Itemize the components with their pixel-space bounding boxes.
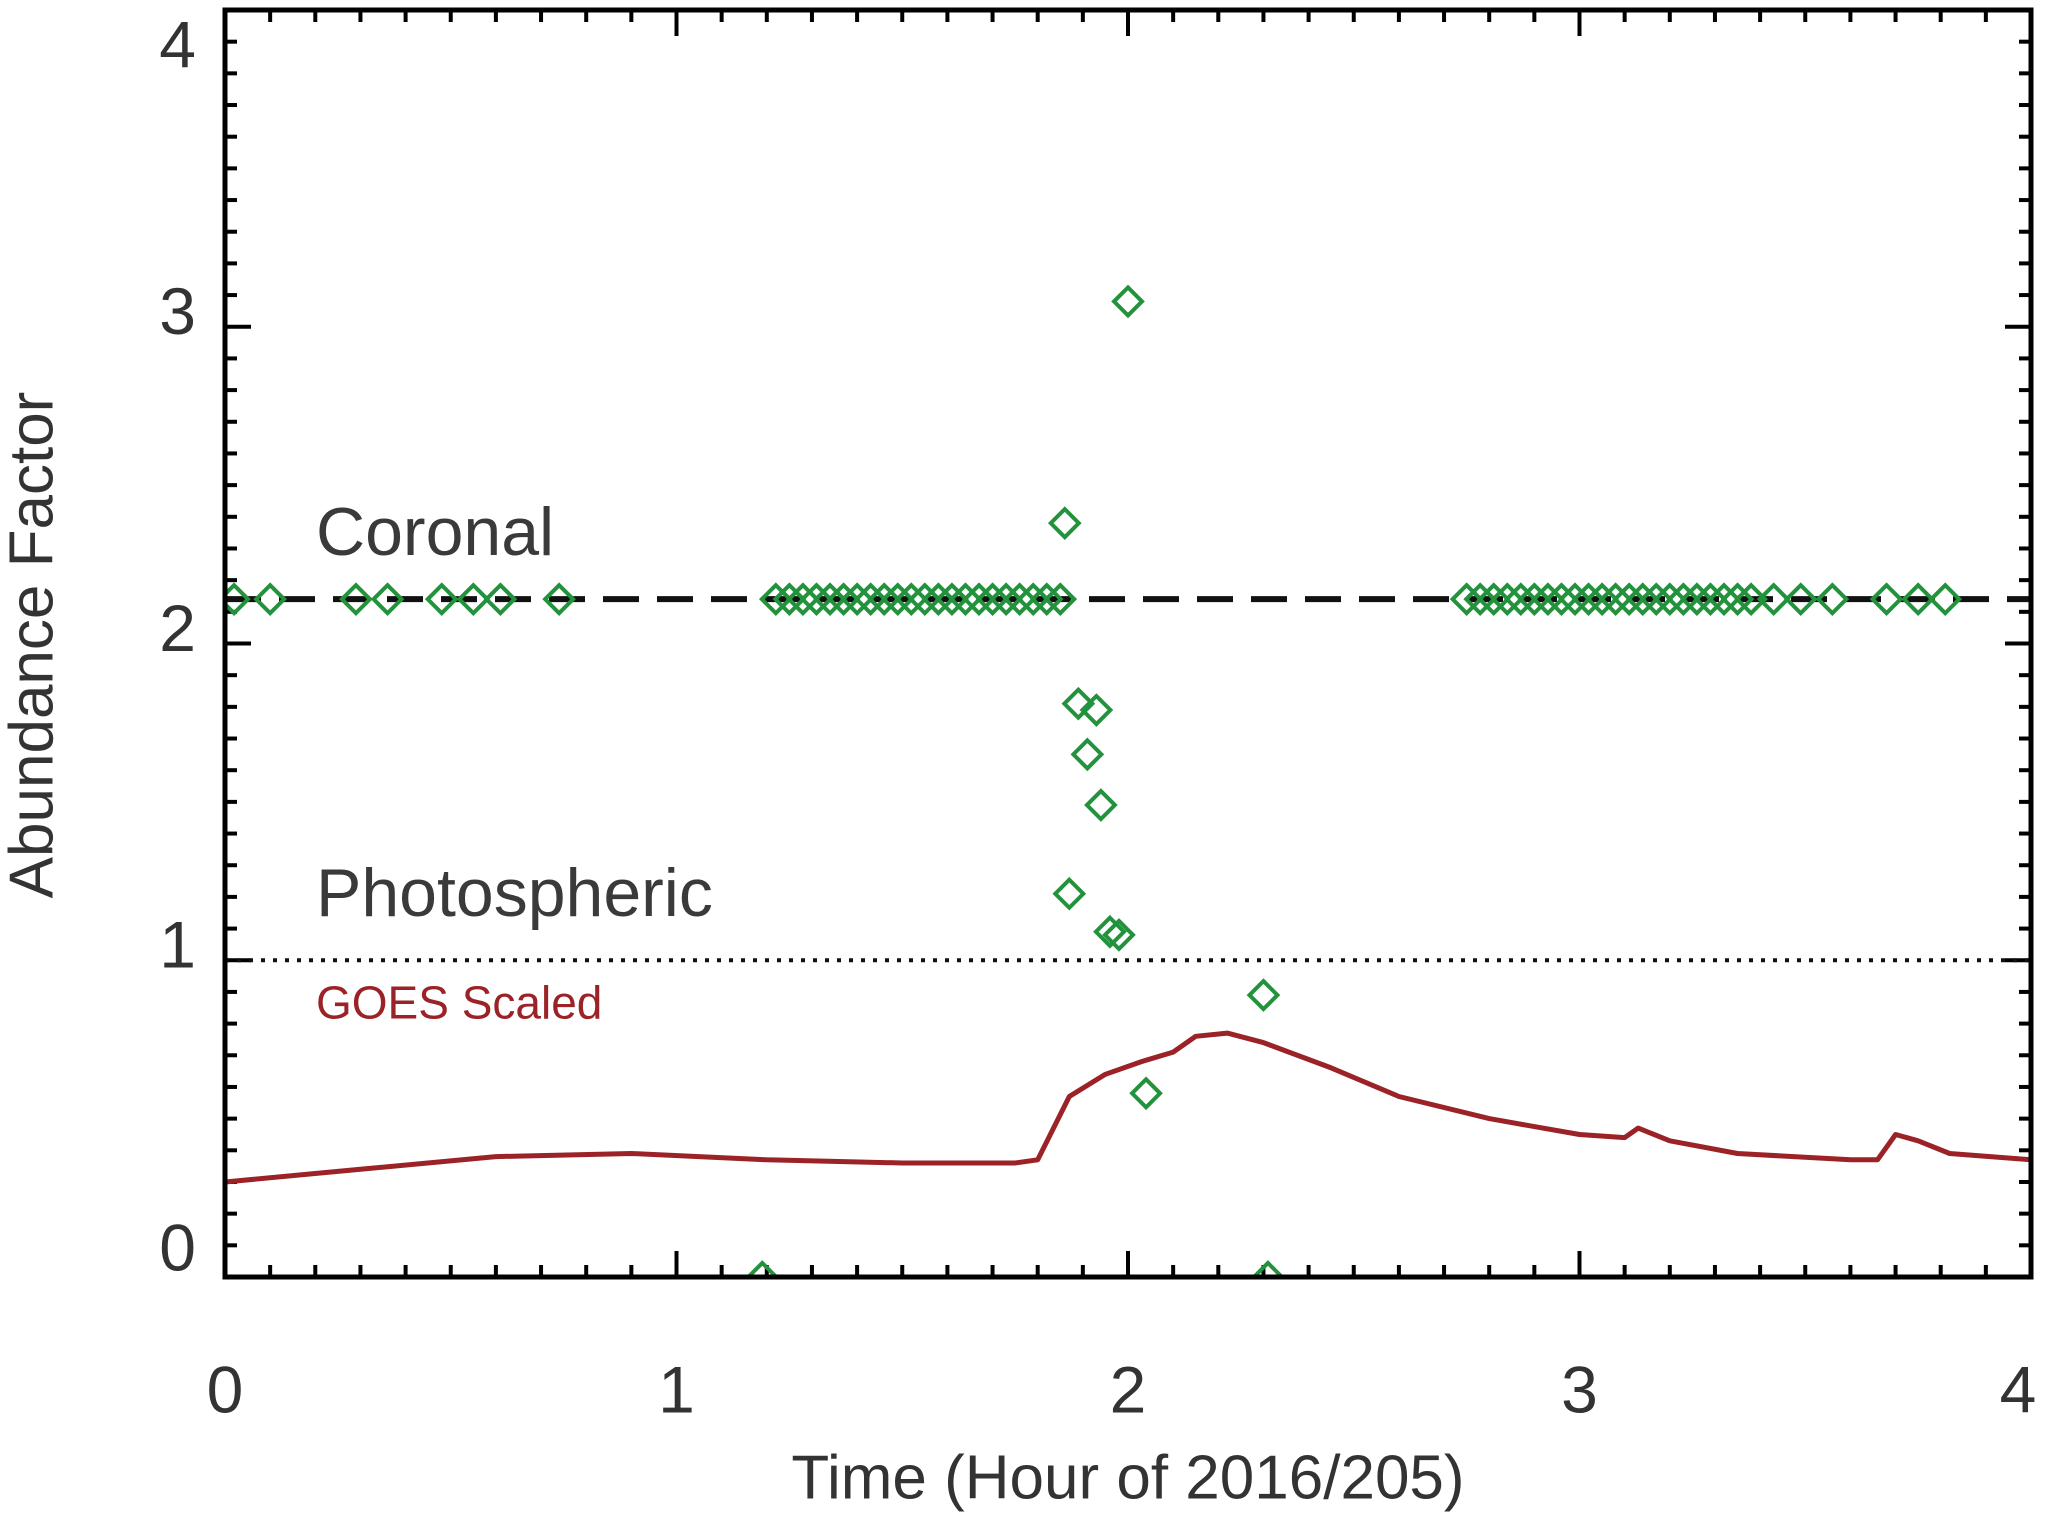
scatter-point [826,582,861,616]
scatter-point [1598,582,1633,616]
scatter-point [483,582,518,616]
scatter-point [1029,582,1064,616]
scatter-point [921,582,956,616]
reference-label: Photospheric [316,855,713,931]
scatter-point [1783,582,1818,616]
scatter-point [370,582,405,616]
scatter-point [759,582,793,616]
x-tick-label: 4 [2000,1352,2037,1426]
scatter-point [1544,582,1579,616]
scatter-point [1531,582,1565,616]
scatter-point [225,582,251,616]
x-tick-label: 0 [207,1352,244,1426]
scatter-point [840,582,874,616]
scatter-point [253,582,287,616]
scatter-point [880,582,915,616]
scatter-point [1129,1076,1163,1111]
scatter-point [1734,582,1768,616]
scatter-point [1490,582,1525,616]
scatter-point [1476,582,1511,616]
scatter-point [1079,693,1114,727]
scatter-point [1693,582,1728,616]
scatter-point [1612,582,1646,616]
scatter-point [1756,582,1791,616]
scatter-point [1093,914,1127,949]
y-tick-label: 0 [159,1210,196,1284]
x-tick-label: 2 [1110,1352,1147,1426]
scatter-point [339,582,373,616]
x-tick-label: 1 [658,1352,695,1426]
scatter-point [1815,582,1850,616]
reference-label: Coronal [316,494,554,570]
scatter-point [1928,582,1963,616]
y-tick-label: 2 [159,591,196,665]
scatter-point [1246,978,1281,1012]
series-label: GOES Scaled [316,976,602,1028]
y-tick-label: 4 [159,7,196,81]
scatter-point [894,582,929,616]
scatter-point [1043,582,1078,616]
scatter-point [1652,582,1687,616]
scatter-point [1503,582,1538,616]
scatter-point [1720,582,1755,616]
scatter-point [799,582,834,616]
x-axis-title: Time (Hour of 2016/205) [791,1443,1464,1512]
scatter-point [907,582,942,616]
scatter-point [867,582,902,616]
line-series [225,1030,2031,1185]
scatter-point [1707,582,1741,616]
y-tick-label: 1 [159,908,196,982]
scatter-point [1869,582,1904,616]
scatter-point [1680,582,1714,616]
scatter-point [962,582,996,616]
scatter-point [975,582,1010,616]
scatter-point [772,582,807,616]
scatter-point [1061,686,1096,721]
scatter-point [542,582,576,616]
y-axis-title: Abundance Factor [0,392,66,899]
scatter-point [1639,582,1674,616]
scatter-point [1052,876,1087,911]
plot-frame [222,7,2034,1280]
scatter-point [989,582,1023,616]
scatter-point [1558,582,1592,616]
scatter-point [1102,918,1136,952]
plot-area [225,284,2031,1277]
scatter-point [948,582,983,616]
scatter-point [1084,788,1118,822]
scatter-point [1666,582,1701,616]
scatter-point [1251,1260,1285,1277]
scatter-point [813,582,847,616]
scatter-point [1517,582,1552,616]
scatter-point [1047,506,1082,540]
scatter-point [786,582,820,616]
scatter-point [745,1260,780,1277]
scatter-point [1002,582,1037,616]
x-tick-label: 3 [1561,1352,1598,1426]
scatter-point [424,582,459,616]
scatter-point [1625,582,1660,616]
scatter-point [1901,582,1935,616]
scatter-point [1449,582,1484,616]
scatter-point [1111,284,1145,319]
y-tick-label: 3 [159,274,196,348]
scatter-point [1571,582,1606,616]
scatter-point [1070,737,1105,772]
scatter-point [853,582,888,616]
scatter-point [1585,582,1619,616]
scatter-point [456,582,491,616]
scatter-point [935,582,969,616]
scatter-point [1463,582,1497,616]
scatter-point [1016,582,1051,616]
